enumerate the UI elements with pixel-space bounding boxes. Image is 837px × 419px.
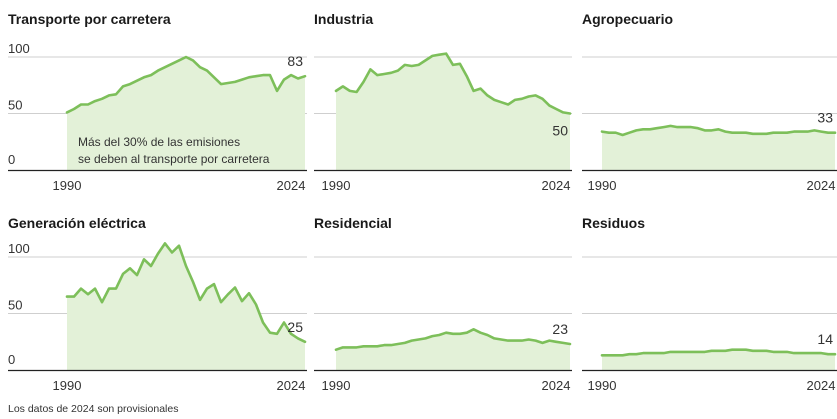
x-tick-label: 1990 [322, 178, 351, 193]
end-value-label: 14 [817, 331, 833, 347]
series-line [334, 52, 572, 115]
end-value-label: 23 [552, 321, 568, 337]
y-tick-label: 0 [8, 152, 15, 167]
series-area [602, 125, 835, 170]
panel-title: Agropecuario [582, 11, 673, 27]
x-tick-label: 2024 [277, 378, 306, 393]
x-tick-label: 1990 [588, 378, 617, 393]
series-area [602, 349, 835, 370]
series-area [67, 243, 305, 370]
panel-3: Agropecuario 1990 2024 33 [582, 11, 837, 193]
series-line [600, 348, 837, 357]
series-line [65, 55, 307, 114]
panel-4: Generación eléctrica 100 50 0 1990 2024 25 [8, 215, 307, 393]
x-tick-label: 1990 [588, 178, 617, 193]
end-value-label: 83 [287, 53, 303, 69]
end-value-label: 50 [552, 123, 568, 139]
x-tick-label: 1990 [322, 378, 351, 393]
panel-5: Residencial 1990 2024 23 [314, 215, 572, 393]
panel-1: Transporte por carretera 100 50 0 1990 2024 83… [8, 11, 307, 193]
panel-title: Residuos [582, 215, 645, 231]
x-tick-label: 1990 [53, 178, 82, 193]
y-tick-label: 0 [8, 352, 15, 367]
y-tick-label: 100 [8, 41, 30, 56]
panel-title: Transporte por carretera [8, 11, 171, 27]
x-tick-label: 1990 [53, 378, 82, 393]
x-tick-label: 2024 [542, 178, 571, 193]
footnote: Los datos de 2024 son provisionales [8, 403, 179, 415]
panel-title: Industria [314, 11, 373, 27]
y-tick-label: 50 [8, 98, 22, 113]
panel-title: Generación eléctrica [8, 215, 146, 231]
series-line [600, 124, 837, 137]
annotation-text: Más del 30% de las emisiones [78, 135, 240, 149]
x-tick-label: 2024 [542, 378, 571, 393]
panel-6: Residuos 1990 2024 14 [582, 215, 837, 393]
series-area [336, 53, 570, 170]
end-value-label: 25 [287, 319, 303, 335]
x-tick-label: 2024 [277, 178, 306, 193]
end-value-label: 33 [817, 110, 833, 126]
x-tick-label: 2024 [807, 178, 836, 193]
y-tick-label: 50 [8, 298, 22, 313]
x-tick-label: 2024 [807, 378, 836, 393]
panel-2: Industria 1990 2024 50 [314, 11, 572, 193]
annotation-text: se deben al transporte por carretera [78, 152, 270, 166]
series-line [65, 242, 307, 344]
y-tick-label: 100 [8, 241, 30, 256]
panel-title: Residencial [314, 215, 392, 231]
series-area [336, 329, 570, 370]
series-line [334, 328, 572, 351]
